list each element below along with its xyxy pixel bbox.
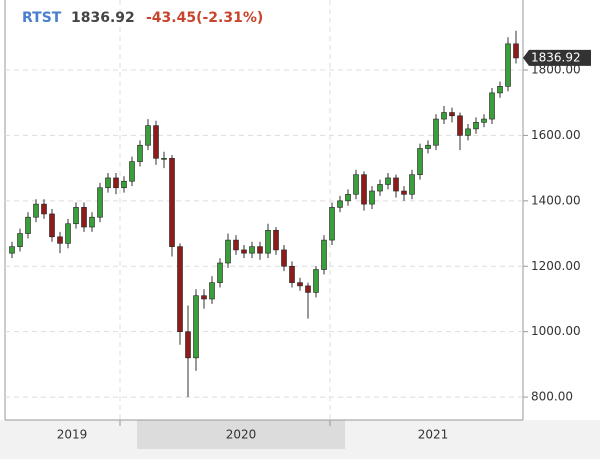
candle-body (129, 161, 135, 182)
y-tick-label: 1400.00 (531, 193, 581, 207)
candle-body (105, 177, 111, 189)
candle-body (193, 295, 199, 359)
candle-body (513, 43, 519, 59)
candle-body (209, 282, 215, 300)
candle-body (33, 203, 39, 218)
candle-body (145, 125, 151, 146)
candle-body (265, 229, 271, 254)
candle-body (153, 125, 159, 159)
candle-body (81, 207, 87, 228)
y-tick-label: 1800.00 (531, 63, 581, 77)
candle-body (409, 174, 415, 195)
candle-body (49, 213, 55, 238)
candle-body (121, 180, 127, 189)
candle-body (393, 177, 399, 192)
candle-body (161, 158, 167, 160)
candle-body (417, 148, 423, 175)
candle-body (113, 177, 119, 189)
candle-body (281, 249, 287, 267)
candle-body (137, 144, 143, 162)
x-tick-label: 2020 (226, 428, 257, 442)
candle-body (9, 246, 15, 254)
candle-body (89, 216, 95, 228)
candle-body (385, 177, 391, 185)
candle-body (337, 200, 343, 208)
y-tick-label: 1600.00 (531, 128, 581, 142)
candle-body (401, 190, 407, 195)
candle-body (241, 249, 247, 254)
x-tick-label: 2019 (57, 428, 88, 442)
symbol: RTST (22, 10, 62, 26)
candle-body (297, 282, 303, 287)
y-tick-label: 1000.00 (531, 324, 581, 338)
candle-body (41, 203, 47, 215)
last-price-label: 1836.92 (531, 50, 581, 64)
candle-body (201, 295, 207, 300)
candle-body (65, 223, 71, 244)
candle-body (425, 144, 431, 149)
candle-body (233, 239, 239, 251)
candle-body (449, 112, 455, 117)
candle-body (377, 184, 383, 192)
candle-body (441, 112, 447, 120)
candle-body (313, 269, 319, 293)
candle-body (73, 207, 79, 225)
y-tick-label: 800.00 (531, 390, 573, 404)
y-tick-label: 1200.00 (531, 259, 581, 273)
candle-body (169, 158, 175, 247)
candle-body (497, 86, 503, 94)
x-axis-shade (137, 420, 345, 449)
x-tick-label: 2021 (418, 428, 449, 442)
candle-body (217, 262, 223, 283)
candle-body (57, 236, 63, 244)
candle-body (17, 233, 23, 247)
candle-body (473, 122, 479, 130)
price-change: -43.45(-2.31%) (146, 10, 263, 26)
candle-body (321, 239, 327, 270)
candle-body (177, 246, 183, 332)
candle-body (249, 246, 255, 254)
candle-body (457, 115, 463, 136)
candle-body (465, 128, 471, 136)
candle-body (481, 118, 487, 123)
candle-body (185, 331, 191, 359)
candle-body (369, 190, 375, 205)
candle-body (361, 174, 367, 205)
candle-body (257, 246, 263, 254)
candle-body (489, 92, 495, 120)
candle-body (433, 118, 439, 146)
last-price-marker (523, 49, 591, 66)
candle-body (305, 285, 311, 293)
candle-body (25, 216, 31, 234)
candle-body (289, 265, 295, 283)
candle-body (97, 187, 103, 218)
candle-body (345, 193, 351, 202)
candle-body (353, 174, 359, 195)
candle-body (505, 43, 511, 87)
candle-body (329, 207, 335, 241)
last-price: 1836.92 (71, 10, 135, 26)
candle-body (225, 239, 231, 264)
candle-body (273, 229, 279, 251)
